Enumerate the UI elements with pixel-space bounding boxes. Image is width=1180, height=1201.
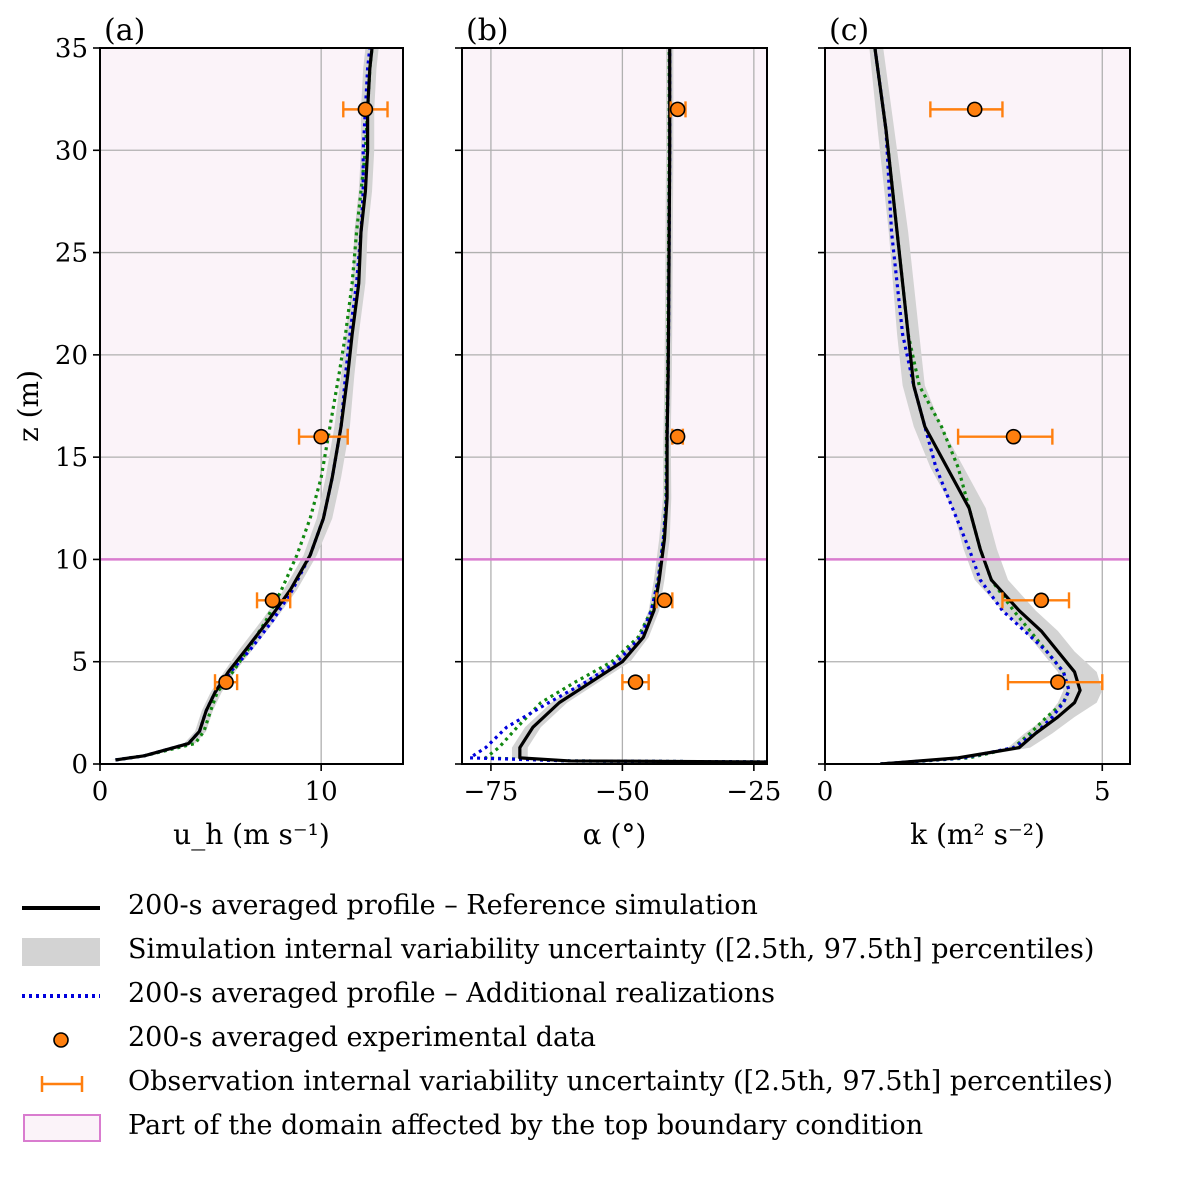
panel-b: −75 −50 −25 (b) α (°) [455,13,781,851]
axes-frame [461,47,768,765]
legend-swatch-band [22,938,100,966]
axes-frame [824,47,1131,765]
panel-label: (b) [466,13,509,48]
x-tick-label: 10 [305,777,338,807]
obs-point [1033,592,1050,609]
obs-point [669,101,686,118]
legend-swatch-top-bc [23,1114,101,1142]
x-tick-label: −25 [726,777,781,807]
series-line-solid [115,48,374,762]
legend-swatch-realizations [22,994,100,998]
series-line-dotted-green [484,48,767,764]
legend-item-realizations: 200-s averaged profile – Additional real… [0,974,1180,1018]
obs-point [218,674,234,690]
x-axis-label: k (m² s⁻²) [910,818,1045,851]
obs-point [313,428,329,445]
legend-label-realizations: 200-s averaged profile – Additional real… [128,978,775,1009]
y-tick-label: 10 [55,545,88,575]
panel-c: 0 5 (c) k (m² s⁻²) [817,13,1131,851]
panel-label: (c) [829,13,869,48]
x-tick-label: 0 [92,777,109,807]
panel-a: 0 10 0 5 10 15 20 25 30 35 (a) u_h (m s⁻¹) z (m) [12,13,404,851]
x-tick-label: −50 [595,777,650,807]
obs-point [627,674,644,690]
legend-item-band: Simulation internal variability uncertai… [0,930,1180,974]
series-line-solid [873,48,1082,764]
legend-label-obs-errorbar: Observation internal variability uncerta… [128,1066,1114,1097]
obs-point [1005,428,1022,445]
panel-label: (a) [104,13,145,48]
legend-label-obs-point: 200-s averaged experimental data [128,1022,597,1053]
x-axis-label: α (°) [583,818,647,851]
plot-area [869,48,1103,764]
top-bc-region [462,48,767,560]
obs-point [357,101,374,118]
obs-point [264,592,281,609]
legend-item-obs-errorbar: Observation internal variability uncerta… [0,1062,1180,1106]
x-tick-label: 0 [817,777,834,807]
x-tick-label: −75 [463,777,518,807]
obs-point [656,592,673,609]
legend-label-reference: 200-s averaged profile – Reference simul… [128,890,758,921]
legend-item-obs-point: 200-s averaged experimental data [0,1018,1180,1062]
obs-point [1050,674,1066,690]
plot-area [111,48,379,762]
legend-swatch-obs-errorbar [40,1076,84,1092]
axes-frame [99,47,404,765]
y-tick-label: 25 [55,239,88,269]
obs-point [669,428,686,445]
legend-swatch-reference [22,906,100,910]
legend-label-band: Simulation internal variability uncertai… [128,934,1095,965]
obs-point [966,101,983,118]
legend-item-reference: 200-s averaged profile – Reference simul… [0,886,1180,930]
y-tick-label: 15 [55,443,88,473]
top-bc-region [825,48,1130,560]
y-tick-label: 20 [55,341,88,371]
legend-label-top-bc: Part of the domain affected by the top b… [128,1110,924,1141]
series-line-dotted-green [115,48,374,762]
y-tick-label: 35 [55,34,88,64]
y-axis-label: z (m) [12,370,45,442]
y-tick-label: 5 [71,648,88,678]
legend-item-top-bc: Part of the domain affected by the top b… [0,1106,1180,1150]
y-tick-label: 0 [71,750,88,780]
legend-swatch-obs-point [53,1032,69,1048]
y-tick-label: 30 [55,136,88,166]
x-tick-label: 5 [1094,777,1111,807]
x-axis-label: u_h (m s⁻¹) [173,818,330,851]
